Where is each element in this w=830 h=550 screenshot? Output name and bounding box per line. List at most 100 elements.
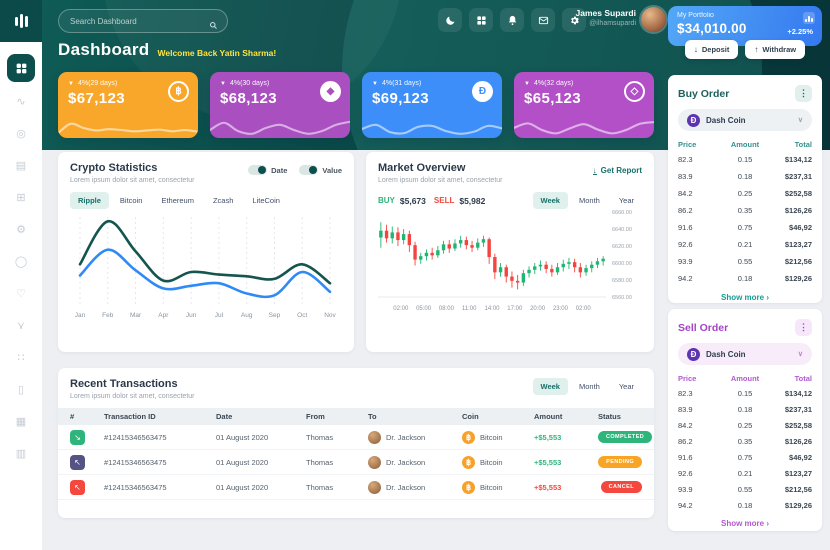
tab-market-week[interactable]: Week <box>532 192 568 209</box>
buy-coin-select[interactable]: Ð Dash Coin ∨ <box>678 109 812 131</box>
down-caret-icon: ▼ <box>524 80 530 87</box>
show-more-label: Show more <box>720 293 765 302</box>
get-report-button[interactable]: ↓ Get Report <box>592 162 642 175</box>
order-price: 92.6 <box>678 468 693 478</box>
transactions-period-tabs: Week Month Year <box>532 378 642 395</box>
user-profile[interactable]: James Supardi @ilhamsupardi <box>556 8 636 27</box>
kebab-menu-icon[interactable]: ⋮ <box>795 319 812 336</box>
portfolio-value: $34,010.00 <box>677 21 747 36</box>
withdraw-button[interactable]: ↑ Withdraw <box>745 40 806 59</box>
buy-order-columns: Price Amount Total <box>678 137 812 151</box>
txn-amount: +$5,553 <box>534 432 562 442</box>
sidebar-item-card[interactable]: ▥ <box>15 447 27 460</box>
txn-date: 01 August 2020 <box>216 457 269 467</box>
transactions-title: Recent Transactions <box>70 378 178 390</box>
sidebar-item-circle[interactable]: ◯ <box>14 255 28 268</box>
tab-coin-zcash[interactable]: Zcash <box>212 196 234 205</box>
order-price: 94.2 <box>678 274 693 283</box>
txn-col-to: To <box>368 412 377 421</box>
stat-change-label: 4%(29 days) <box>77 80 118 87</box>
order-col-amount: Amount <box>730 139 760 149</box>
crypto-statistics-panel: Crypto Statistics Lorem ipsum dolor sit … <box>58 152 354 352</box>
gear-icon[interactable] <box>562 8 586 32</box>
svg-text:05:00: 05:00 <box>416 306 432 312</box>
logo-bar <box>19 14 23 28</box>
bell-icon[interactable] <box>500 8 524 32</box>
sidebar-item-wallet[interactable]: ▤ <box>15 159 27 172</box>
market-period-tabs: Week Month Year <box>532 192 642 209</box>
toggle-value[interactable]: Value <box>299 165 342 175</box>
stat-change-label: 4%(31 days) <box>381 80 422 87</box>
tab-txn-month[interactable]: Month <box>578 382 600 391</box>
stat-cards: ▼ 4%(29 days) $67,123 ฿ ▼ 4%(30 days) $68,123 ◆… <box>58 72 654 138</box>
tab-market-month[interactable]: Month <box>578 196 600 205</box>
ethereum-icon: ◆ <box>320 81 341 102</box>
toggle-track <box>248 165 268 175</box>
user-avatar[interactable] <box>641 7 666 32</box>
sidebar-item-share[interactable]: ⋎ <box>16 319 26 332</box>
status-badge: PENDING <box>598 456 642 468</box>
sidebar-item-heart[interactable]: ♡ <box>16 287 26 300</box>
txn-to: Dr. Jackson <box>368 430 462 444</box>
order-amount: 0.75 <box>737 223 753 232</box>
bitcoin-icon: ฿ <box>168 81 189 102</box>
sidebar-item-apps[interactable]: ∷ <box>17 351 25 364</box>
svg-text:14:00: 14:00 <box>484 306 500 312</box>
sell-coin-select[interactable]: Ð Dash Coin ∨ <box>678 343 812 365</box>
sell-show-more-link[interactable]: Show more › <box>668 513 822 528</box>
svg-text:6560.00: 6560.00 <box>612 295 632 301</box>
order-total: $123,27 <box>784 240 812 249</box>
tab-coin-ethereum[interactable]: Ethereum <box>161 196 194 205</box>
tab-coin-litecoin[interactable]: LiteCoin <box>252 196 280 205</box>
tab-market-year[interactable]: Year <box>618 196 634 205</box>
stat-change: ▼ 4%(29 days) <box>68 80 188 87</box>
stat-card-bitcoin: ▼ 4%(29 days) $67,123 ฿ <box>58 72 198 138</box>
tab-txn-year[interactable]: Year <box>618 382 634 391</box>
order-total: $129,26 <box>784 500 812 510</box>
tab-coin-bitcoin[interactable]: Bitcoin <box>119 196 143 205</box>
stat-value: $67,123 <box>68 90 126 107</box>
sidebar-item-calendar[interactable]: ▦ <box>15 415 27 428</box>
market-overview-subtitle: Lorem ipsum dolor sit amet, consectetur <box>378 177 503 184</box>
svg-text:Jun: Jun <box>186 312 197 319</box>
order-amount: 0.18 <box>737 500 753 510</box>
grid-icon[interactable] <box>469 8 493 32</box>
toggle-date[interactable]: Date <box>248 165 287 175</box>
sidebar-item-trending[interactable]: ∿ <box>16 95 26 108</box>
withdraw-icon: ↑ <box>754 45 759 54</box>
svg-text:6640.00: 6640.00 <box>612 227 632 233</box>
order-price: 86.2 <box>678 206 693 215</box>
stat-value: $65,123 <box>524 90 582 107</box>
txn-date: 01 August 2020 <box>216 432 269 442</box>
sidebar-items: ∿ ◎ ▤ ⊞ ⚙ ◯ ♡ ⋎ ∷ ▯ ▦ ▥ <box>0 54 42 466</box>
kebab-menu-icon[interactable]: ⋮ <box>795 85 812 102</box>
txn-direction-cell: ↖ <box>70 454 104 470</box>
moon-icon[interactable] <box>438 8 462 32</box>
sidebar-item-coins[interactable]: ◎ <box>16 127 26 140</box>
search-icon[interactable] <box>209 17 218 29</box>
sidebar-item-gear[interactable]: ⚙ <box>16 223 26 236</box>
search-input[interactable] <box>68 15 203 27</box>
txn-coin: ฿ Bitcoin <box>462 430 534 444</box>
tab-coin-ripple[interactable]: Ripple <box>70 192 109 209</box>
order-price: 92.6 <box>678 240 693 249</box>
buy-value: $5,673 <box>399 195 426 206</box>
portfolio-card: My Portfolio $34,010.00 +2.25% <box>668 6 822 46</box>
tab-txn-week[interactable]: Week <box>532 378 568 395</box>
app-logo[interactable] <box>0 0 42 42</box>
crypto-line-chart: Jan Feb Mar Apr Jun Jul Aug Sep Oct Nov <box>75 217 337 319</box>
order-total: $252,58 <box>784 189 812 198</box>
svg-text:02:00: 02:00 <box>576 306 592 312</box>
buy-show-more-link[interactable]: Show more › <box>668 287 822 302</box>
order-amount: 0.55 <box>737 257 753 266</box>
transactions-header-row: # Transaction ID Date From To Coin Amount Statu… <box>58 408 654 425</box>
mail-icon[interactable] <box>531 8 555 32</box>
order-total: $134,12 <box>784 388 812 398</box>
transaction-row: ↖ #12415346563475 01 August 2020 Thomas Dr. … <box>58 450 654 475</box>
sidebar-item-widgets[interactable]: ⊞ <box>16 191 26 204</box>
deposit-button[interactable]: ↓ Deposit <box>684 40 739 59</box>
sidebar-item-dashboard[interactable] <box>7 54 35 82</box>
sidebar-item-document[interactable]: ▯ <box>17 383 25 396</box>
stat-change-label: 4%(32 days) <box>533 80 574 87</box>
order-price: 83.9 <box>678 172 693 181</box>
